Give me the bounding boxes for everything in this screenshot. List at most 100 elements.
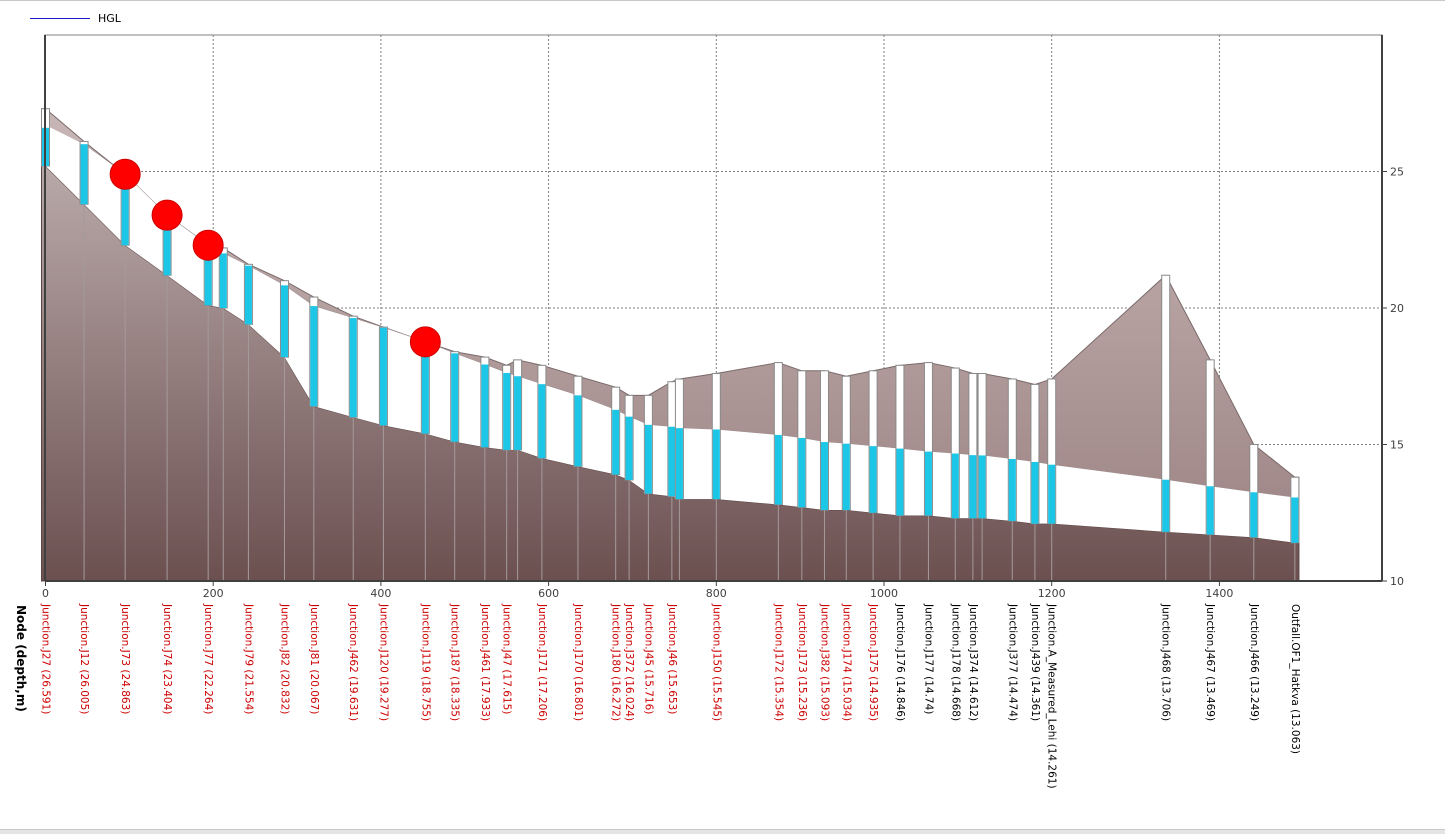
- x-tick-label: 1000: [870, 587, 898, 600]
- manhole-water-level: [842, 443, 850, 511]
- manhole-water-level: [625, 416, 633, 480]
- manhole-water-level: [951, 453, 959, 519]
- manhole-water-level: [1162, 479, 1170, 532]
- node-label: Junction.J462 (19.631): [347, 603, 359, 721]
- y-tick-label: 25: [1390, 166, 1404, 179]
- manhole-water-level: [1291, 497, 1299, 543]
- node-label: Junction.J171 (17.206): [536, 603, 548, 721]
- x-tick-label: 0: [42, 587, 49, 600]
- node-label: Junction.J173 (15.236): [796, 603, 808, 721]
- manhole-water-level: [774, 434, 782, 505]
- node-label: Junction.J81 (20.067): [308, 603, 320, 714]
- manhole-water-level: [924, 451, 932, 516]
- node-label: Junction.J439 (14.361): [1029, 603, 1041, 721]
- node-label: Junction.J120 (19.277): [377, 603, 389, 721]
- node-label: Junction.J175 (14.935): [867, 603, 879, 721]
- manhole-water-level: [204, 245, 212, 306]
- x-tick-label: 600: [538, 587, 559, 600]
- flood-marker: [109, 158, 141, 190]
- manhole-water-level: [514, 376, 522, 450]
- manhole-water-level: [421, 341, 429, 434]
- node-label: Outfall.OF1_Hatkva (13.063): [1289, 604, 1301, 754]
- x-tick-label: 1200: [1038, 587, 1066, 600]
- manhole-water-level: [280, 285, 288, 358]
- top-border: [0, 0, 1445, 1]
- manhole-water-level: [503, 372, 511, 450]
- manhole-shaft: [1047, 378, 1057, 525]
- node-label: Junction.J150 (15.545): [710, 603, 722, 721]
- node-label: Junction.J73 (24.863): [119, 603, 131, 714]
- manhole-water-level: [712, 429, 720, 500]
- node-label: Junction.J170 (16.801): [572, 603, 584, 721]
- manhole-water-level: [379, 327, 387, 426]
- manhole-water-level: [1250, 492, 1258, 538]
- x-tick-label: 1400: [1205, 587, 1233, 600]
- node-label: Junction.J467 (13.469): [1204, 603, 1216, 721]
- manhole-water-level: [869, 446, 877, 513]
- axes: 0 200 400 600 800 1000 1200 1400 10 15 20 25 Node (d…: [14, 34, 1404, 712]
- manhole-water-level: [121, 174, 129, 246]
- node-label: Junction.J468 (13.706): [1160, 603, 1172, 721]
- manhole-water-level: [612, 409, 620, 475]
- flood-marker: [151, 199, 183, 231]
- flood-marker: [409, 326, 441, 358]
- node-label: Junction.J45 (15.716): [642, 603, 654, 714]
- manhole-shaft: [819, 370, 829, 511]
- manholes: [41, 108, 1300, 581]
- manhole-shaft: [841, 375, 851, 511]
- manhole-water-level: [978, 455, 986, 519]
- manhole-water-level: [1031, 461, 1039, 524]
- manhole-water-level: [349, 318, 357, 418]
- node-label: Junction.J77 (22.264): [202, 603, 214, 714]
- bottom-border: [0, 829, 1445, 834]
- node-label: Junction.J74 (23.404): [161, 603, 173, 714]
- hgl-legend-label: HGL: [98, 11, 121, 25]
- node-label: Junction.J187 (18.335): [449, 603, 461, 721]
- x-tick-label: 800: [706, 587, 727, 600]
- node-label: Junction.J180 (16.272): [610, 603, 622, 721]
- manhole-water-level: [244, 265, 252, 325]
- manhole-water-level: [969, 455, 977, 519]
- y-tick-label: 15: [1390, 439, 1404, 452]
- node-label: Junction.J47 (17.615): [501, 603, 513, 714]
- manhole-water-level: [310, 306, 318, 407]
- manhole-water-level: [219, 253, 227, 308]
- node-label: Junction.J82 (20.832): [278, 603, 290, 714]
- node-label: Junction.J176 (14.846): [894, 603, 906, 721]
- manhole-water-level: [1206, 486, 1214, 535]
- manhole-water-level: [538, 384, 546, 459]
- node-label: Junction.J27 (26.591): [40, 603, 52, 714]
- y-tick-label: 10: [1390, 575, 1404, 588]
- manhole-water-level: [820, 442, 828, 511]
- legend: HGL: [30, 10, 121, 26]
- manhole-water-level: [798, 437, 806, 508]
- manhole-water-level: [163, 215, 171, 276]
- node-label: Junction.J382 (15.093): [818, 603, 830, 721]
- node-label: Junction.J79 (21.554): [242, 603, 254, 714]
- node-label: Junction.J372 (16.024): [623, 603, 635, 721]
- node-label: Junction.J466 (13.249): [1248, 603, 1260, 721]
- node-label: Junction.J174 (15.034): [840, 603, 852, 721]
- node-label: Junction.J46 (15.653): [666, 603, 678, 714]
- manhole-water-level: [574, 395, 582, 467]
- node-label: Junction.J461 (17.933): [479, 603, 491, 721]
- node-label: Junction.J172 (15.354): [772, 603, 784, 721]
- node-label: Junction.J177 (14.74): [922, 603, 934, 714]
- manhole-water-level: [1048, 464, 1056, 524]
- manhole-water-level: [675, 428, 683, 500]
- flood-marker: [192, 229, 224, 261]
- node-label: Junction.J374 (14.612): [967, 603, 979, 721]
- x-tick-label: 400: [370, 587, 391, 600]
- manhole-water-level: [451, 353, 459, 442]
- manhole-water-level: [1008, 458, 1016, 521]
- manhole-water-level: [668, 426, 676, 497]
- manhole-water-level: [80, 144, 88, 205]
- node-label: Junction.J12 (26.005): [78, 603, 90, 714]
- node-label: Junction.J119 (18.755): [419, 603, 431, 721]
- y-tick-label: 20: [1390, 302, 1404, 315]
- manhole-water-level: [481, 364, 489, 448]
- manhole-water-level: [896, 448, 904, 516]
- manhole-water-level: [644, 424, 652, 494]
